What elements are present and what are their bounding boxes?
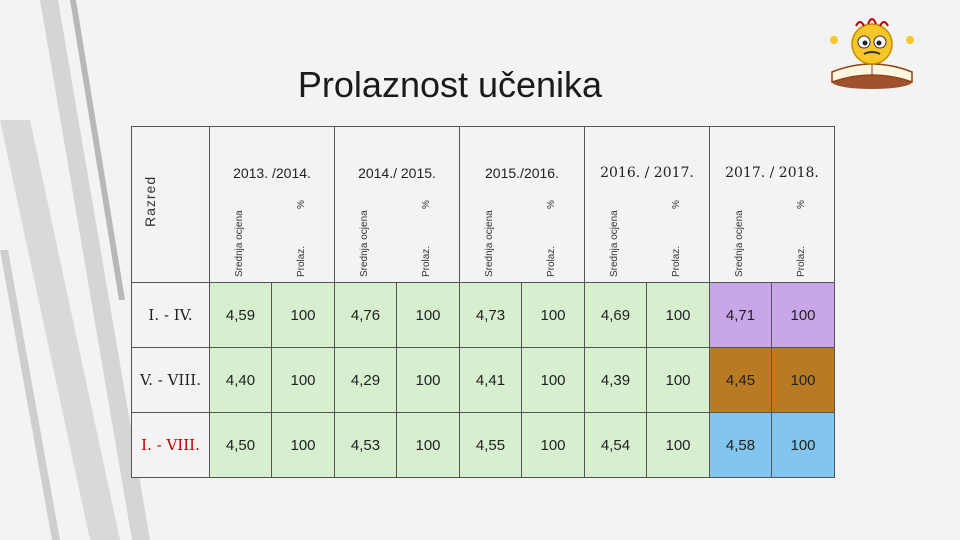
sub-header-percent: %	[546, 200, 557, 209]
mascot-reading-book-icon	[830, 18, 914, 89]
row-label: I. - IV.	[131, 282, 210, 348]
table-cell: 4,40	[209, 347, 272, 413]
table-cell-highlight: 4,58	[709, 412, 772, 478]
results-table: Razred 2013. /2014. Srednja ocjena Prola…	[131, 126, 835, 478]
table-cell: 100	[521, 347, 585, 413]
sub-header-pass: Prolaz.	[546, 245, 557, 277]
sub-header-pass: Prolaz.	[796, 245, 807, 277]
table-cell: 4,69	[584, 282, 647, 348]
sub-header-pass: Prolaz.	[421, 245, 432, 277]
table-cell: 4,55	[459, 412, 522, 478]
table-cell: 100	[396, 412, 460, 478]
page-title: Prolaznost učenika	[297, 64, 603, 105]
sub-header-avg: Srednja ocjena	[234, 210, 245, 277]
year-label: 2013. /2014.	[233, 165, 311, 181]
year-label: 2014./ 2015.	[358, 165, 436, 181]
year-label: 2016. / 2017.	[600, 165, 694, 181]
year-header-4: 2016. / 2017. Srednja ocjena Prolaz. %	[584, 126, 710, 283]
sub-header-pass: Prolaz.	[671, 245, 682, 277]
sub-header-percent: %	[296, 200, 307, 209]
sub-header-avg: Srednja ocjena	[359, 210, 370, 277]
razred-header-cell: Razred	[131, 126, 210, 283]
table-cell: 100	[646, 282, 710, 348]
table-cell: 4,53	[334, 412, 397, 478]
table-cell: 4,73	[459, 282, 522, 348]
row-label: I. - VIII.	[131, 412, 210, 478]
table-cell: 100	[646, 412, 710, 478]
table-row: I. - IV. 4,59 100 4,76 100 4,73 100 4,69…	[131, 282, 835, 348]
sub-header-percent: %	[421, 200, 432, 209]
table-cell: 4,41	[459, 347, 522, 413]
sub-header-avg: Srednja ocjena	[484, 210, 495, 277]
table-cell: 100	[646, 347, 710, 413]
table-cell-highlight: 100	[771, 412, 835, 478]
year-header-2: 2014./ 2015. Srednja ocjena Prolaz. %	[334, 126, 460, 283]
sub-header-percent: %	[671, 200, 682, 209]
table-cell: 100	[271, 347, 335, 413]
table-cell: 100	[396, 347, 460, 413]
row-label: V. - VIII.	[131, 347, 210, 413]
table-row: V. - VIII. 4,40 100 4,29 100 4,41 100 4,…	[131, 347, 835, 413]
table-cell-highlight: 100	[771, 282, 835, 348]
table-cell: 4,76	[334, 282, 397, 348]
razred-label: Razred	[142, 175, 158, 227]
year-header-3: 2015./2016. Srednja ocjena Prolaz. %	[459, 126, 585, 283]
sub-header-avg: Srednja ocjena	[734, 210, 745, 277]
table-cell: 100	[396, 282, 460, 348]
year-label: 2015./2016.	[485, 165, 559, 181]
table-cell: 4,39	[584, 347, 647, 413]
table-cell: 4,59	[209, 282, 272, 348]
table-cell: 4,54	[584, 412, 647, 478]
table-cell: 100	[271, 282, 335, 348]
table-cell: 4,50	[209, 412, 272, 478]
table-cell-highlight: 4,71	[709, 282, 772, 348]
table-row: I. - VIII. 4,50 100 4,53 100 4,55 100 4,…	[131, 412, 835, 478]
table-cell: 4,29	[334, 347, 397, 413]
table-cell: 100	[521, 412, 585, 478]
year-header-1: 2013. /2014. Srednja ocjena Prolaz. %	[209, 126, 335, 283]
sub-header-avg: Srednja ocjena	[609, 210, 620, 277]
year-label: 2017. / 2018.	[725, 165, 819, 181]
table-cell: 100	[521, 282, 585, 348]
sub-header-percent: %	[796, 200, 807, 209]
sub-header-pass: Prolaz.	[296, 245, 307, 277]
table-cell-highlight: 100	[771, 347, 835, 413]
table-header-row: Razred 2013. /2014. Srednja ocjena Prola…	[131, 126, 835, 283]
year-header-5: 2017. / 2018. Srednja ocjena Prolaz. %	[709, 126, 835, 283]
table-cell-highlight: 4,45	[709, 347, 772, 413]
table-cell: 100	[271, 412, 335, 478]
